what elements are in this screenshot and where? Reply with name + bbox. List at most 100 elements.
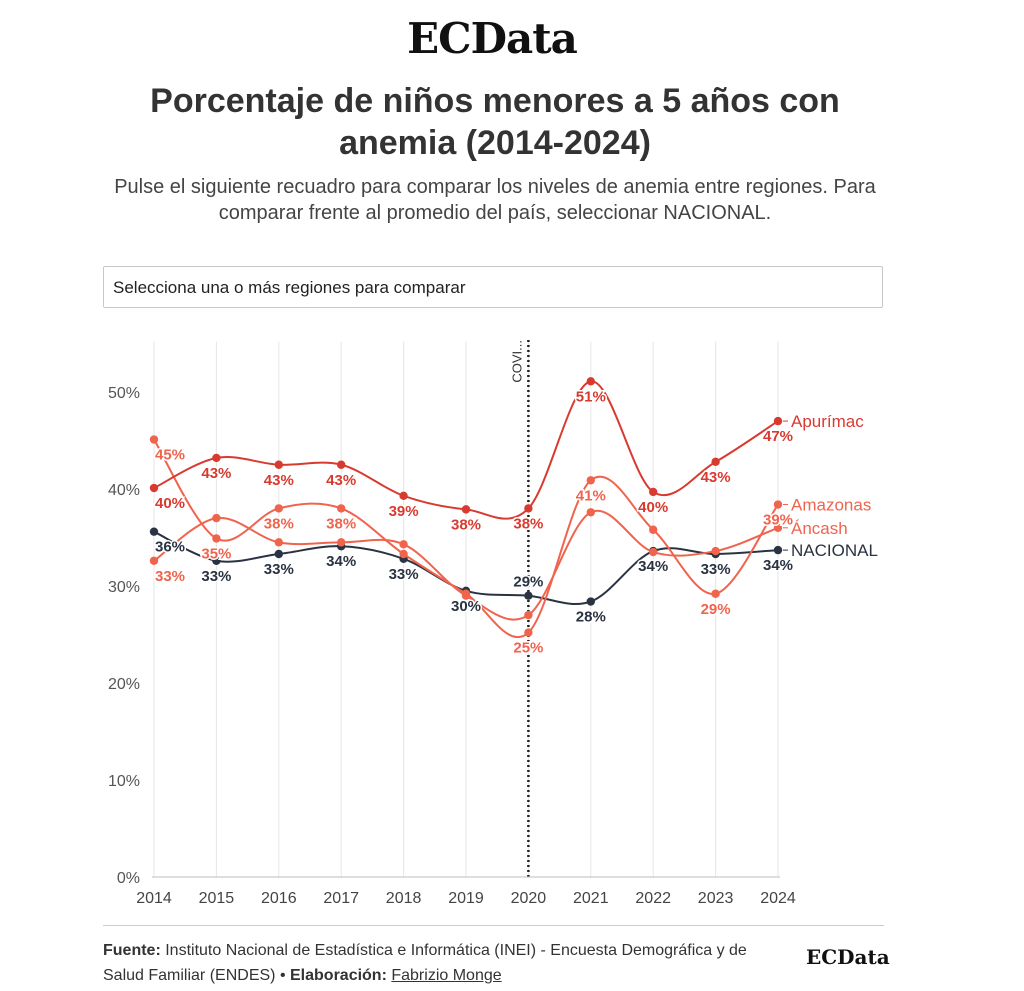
data-label: 40% bbox=[638, 499, 668, 516]
data-label: 25% bbox=[513, 640, 543, 657]
data-point bbox=[274, 549, 283, 559]
data-label: 40% bbox=[155, 495, 185, 512]
data-label: 33% bbox=[701, 561, 731, 578]
data-label: 47% bbox=[763, 428, 793, 445]
data-label: 43% bbox=[201, 465, 231, 482]
data-label: 43% bbox=[701, 469, 731, 486]
data-point bbox=[212, 534, 221, 543]
series-end-label: NACIONAL bbox=[791, 541, 878, 560]
x-tick-label: 2023 bbox=[698, 890, 734, 907]
region-selector[interactable]: Selecciona una o más regiones para compa… bbox=[103, 266, 883, 308]
ecdata-logo: ECData bbox=[407, 14, 578, 63]
data-label: 43% bbox=[264, 472, 294, 489]
x-tick-label: 2014 bbox=[136, 890, 172, 907]
data-label: 43% bbox=[326, 472, 356, 489]
data-label: 38% bbox=[513, 515, 543, 532]
data-point bbox=[524, 591, 533, 600]
data-label: 36% bbox=[155, 539, 185, 556]
data-point bbox=[337, 504, 346, 513]
data-point bbox=[586, 597, 595, 606]
chart-subtitle: Pulse el siguiente recuadro para compara… bbox=[114, 176, 876, 224]
data-point bbox=[337, 538, 346, 547]
x-tick-label: 2018 bbox=[386, 890, 422, 907]
footer-divider bbox=[103, 925, 884, 926]
data-point bbox=[773, 545, 783, 555]
data-point bbox=[149, 527, 159, 536]
series-end-label: Amazonas bbox=[791, 496, 871, 515]
series-amazonas: Amazonas bbox=[149, 435, 871, 639]
data-point bbox=[149, 483, 159, 493]
data-label: 29% bbox=[513, 574, 543, 591]
data-point bbox=[212, 453, 221, 463]
data-point bbox=[586, 476, 595, 485]
data-point bbox=[649, 525, 658, 534]
y-tick-label: 20% bbox=[108, 676, 140, 693]
x-tick-label: 2022 bbox=[635, 890, 671, 907]
y-tick-label: 40% bbox=[108, 482, 140, 499]
data-label: 38% bbox=[326, 515, 356, 532]
series-line-amazonas bbox=[153, 438, 779, 639]
data-label: 33% bbox=[201, 568, 231, 585]
ecdata-logo-footer: ECData bbox=[806, 945, 890, 969]
data-label: 34% bbox=[326, 553, 356, 570]
data-label: 35% bbox=[201, 545, 231, 562]
data-label: 38% bbox=[451, 516, 481, 533]
footer-separator: • bbox=[279, 967, 286, 984]
x-tick-label: 2015 bbox=[199, 890, 235, 907]
data-point bbox=[524, 504, 533, 513]
data-label: 45% bbox=[155, 447, 185, 464]
data-label: 33% bbox=[155, 568, 185, 585]
axes: 0% 10% 20% 30% 40% 50% 2014 2015 2016 2017 2018 201… bbox=[108, 385, 796, 907]
data-point bbox=[773, 523, 783, 532]
anemia-line-chart: COVI... NACIONAL Áncash Amazonas Apurímac 4… bbox=[108, 340, 878, 907]
data-point bbox=[399, 540, 408, 549]
region-selector-placeholder: Selecciona una o más regiones para compa… bbox=[113, 278, 466, 297]
data-point bbox=[399, 549, 408, 559]
credit-author-link[interactable]: Fabrizio Monge bbox=[391, 967, 502, 984]
data-point bbox=[773, 500, 783, 509]
data-label: 51% bbox=[576, 388, 606, 405]
data-label: 39% bbox=[763, 512, 793, 529]
data-label: 34% bbox=[638, 558, 668, 575]
y-tick-label: 0% bbox=[117, 870, 140, 887]
data-point bbox=[149, 435, 159, 444]
data-label: 29% bbox=[701, 601, 731, 618]
chart-title: Porcentaje de niños menores a 5 años con… bbox=[150, 82, 840, 162]
data-label: 41% bbox=[576, 487, 606, 504]
data-point bbox=[586, 377, 595, 386]
y-tick-label: 10% bbox=[108, 773, 140, 790]
data-point bbox=[711, 457, 720, 467]
data-label: 38% bbox=[264, 515, 294, 532]
data-point bbox=[399, 491, 408, 500]
x-tick-label: 2017 bbox=[323, 890, 359, 907]
credit-label: Elaboración: bbox=[290, 967, 387, 984]
y-tick-label: 50% bbox=[108, 385, 140, 402]
data-point bbox=[212, 513, 221, 523]
x-tick-label: 2021 bbox=[573, 890, 609, 907]
data-point bbox=[711, 546, 720, 556]
data-point bbox=[149, 556, 159, 565]
data-label: 39% bbox=[389, 503, 419, 520]
x-tick-label: 2016 bbox=[261, 890, 297, 907]
x-tick-label: 2019 bbox=[448, 890, 484, 907]
data-point bbox=[649, 547, 658, 557]
x-tick-label: 2020 bbox=[511, 890, 547, 907]
series-end-label: Áncash bbox=[791, 519, 848, 538]
data-point bbox=[773, 416, 783, 426]
series-apurimac: Apurímac bbox=[149, 377, 864, 520]
data-point bbox=[711, 589, 720, 598]
data-label: 34% bbox=[763, 557, 793, 574]
data-point bbox=[524, 610, 533, 620]
covid-annotation: COVI... bbox=[509, 340, 530, 877]
data-point bbox=[586, 508, 595, 517]
y-tick-label: 30% bbox=[108, 579, 140, 596]
footer-source: Fuente: Instituto Nacional de Estadístic… bbox=[103, 938, 753, 988]
data-label: 33% bbox=[389, 566, 419, 583]
series-end-label: Apurímac bbox=[791, 412, 864, 431]
data-label: 28% bbox=[576, 609, 606, 626]
data-point bbox=[274, 460, 283, 469]
data-point bbox=[461, 505, 471, 514]
data-label: 30% bbox=[451, 598, 481, 615]
data-point bbox=[524, 628, 533, 637]
data-point bbox=[461, 589, 471, 598]
